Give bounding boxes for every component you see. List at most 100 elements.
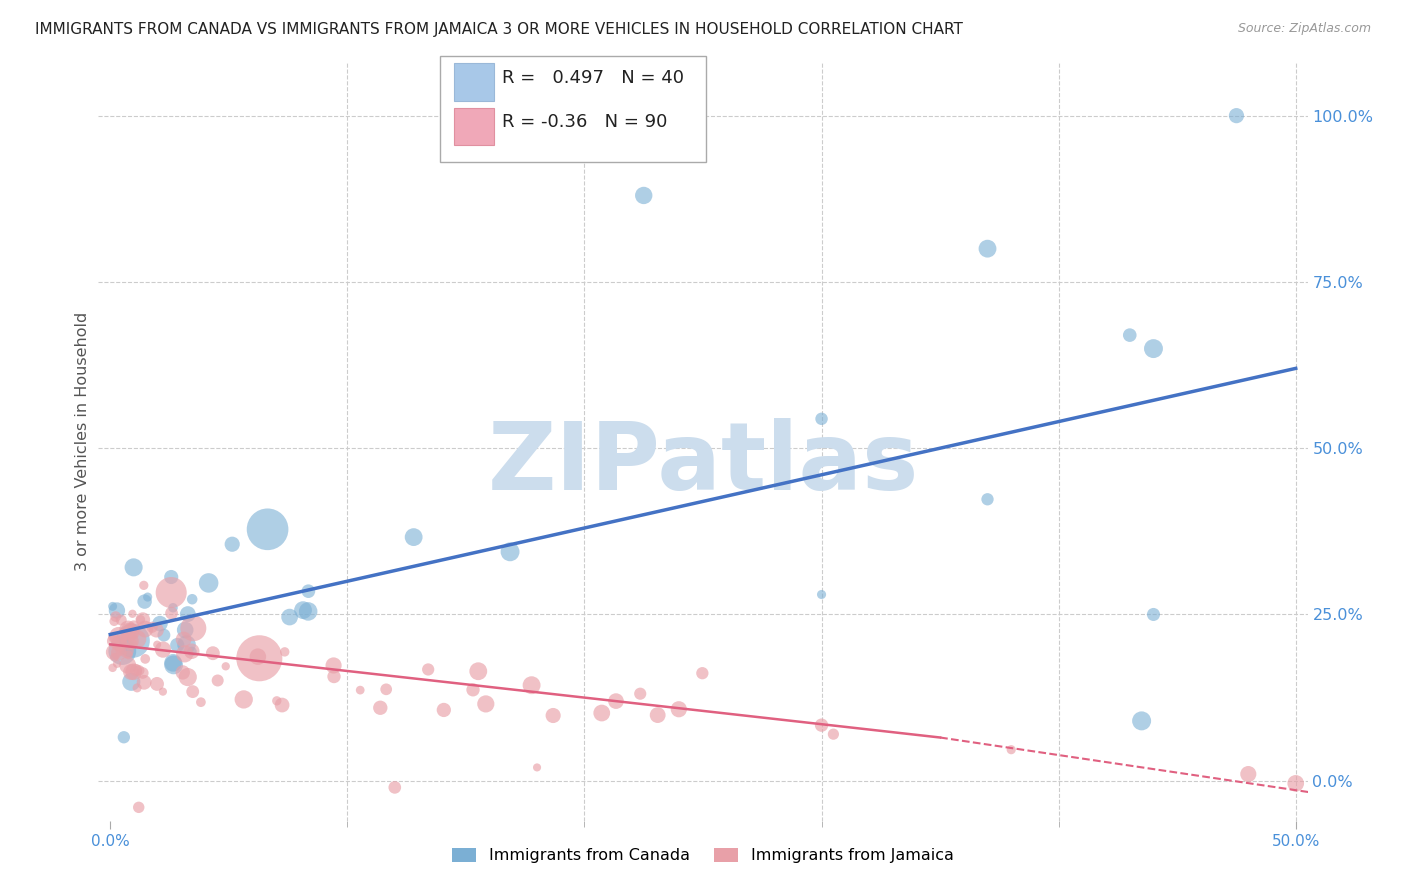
Point xyxy=(103,631,125,645)
Point xyxy=(132,613,155,627)
Point xyxy=(117,622,139,636)
Point xyxy=(174,623,197,637)
Point xyxy=(112,731,135,745)
Point xyxy=(1331,792,1354,806)
Point xyxy=(633,188,655,202)
Point xyxy=(107,629,129,643)
Text: R =   0.497   N = 40: R = 0.497 N = 40 xyxy=(502,69,683,87)
Point xyxy=(108,646,131,660)
Point xyxy=(110,613,132,627)
Point xyxy=(271,698,294,712)
Point xyxy=(166,638,188,652)
Point xyxy=(810,718,832,732)
Point xyxy=(103,614,125,628)
Point xyxy=(976,492,998,507)
Point xyxy=(375,682,398,697)
Point xyxy=(349,683,371,698)
Point xyxy=(160,606,183,620)
Point xyxy=(384,780,406,795)
Point xyxy=(128,664,150,678)
Point xyxy=(591,706,613,720)
Point xyxy=(134,594,156,608)
Point xyxy=(122,665,145,679)
Point xyxy=(105,657,128,671)
Point xyxy=(115,644,138,658)
Text: IMMIGRANTS FROM CANADA VS IMMIGRANTS FROM JAMAICA 3 OR MORE VEHICLES IN HOUSEHOL: IMMIGRANTS FROM CANADA VS IMMIGRANTS FRO… xyxy=(35,22,963,37)
Point xyxy=(162,600,184,615)
Text: R = -0.36   N = 90: R = -0.36 N = 90 xyxy=(502,113,668,131)
Point xyxy=(111,644,134,658)
Point xyxy=(122,560,145,574)
Point xyxy=(128,800,150,814)
Legend: Immigrants from Canada, Immigrants from Jamaica: Immigrants from Canada, Immigrants from … xyxy=(446,841,960,870)
Point xyxy=(1237,767,1260,781)
Y-axis label: 3 or more Vehicles in Household: 3 or more Vehicles in Household xyxy=(75,312,90,571)
Point xyxy=(177,607,200,621)
Point xyxy=(103,645,125,659)
Point xyxy=(173,632,195,647)
Point xyxy=(127,632,149,647)
Point xyxy=(402,530,425,544)
Point xyxy=(1142,342,1164,356)
Point xyxy=(149,616,172,631)
Point xyxy=(145,623,167,637)
Point xyxy=(499,545,522,559)
Point xyxy=(125,663,148,677)
Point xyxy=(121,637,143,651)
Point xyxy=(129,613,152,627)
Point xyxy=(810,587,832,601)
Point xyxy=(108,644,131,658)
Point xyxy=(207,673,229,688)
Point xyxy=(1130,714,1153,728)
Point xyxy=(162,656,184,670)
Point xyxy=(108,636,131,650)
Point xyxy=(177,670,200,684)
Point xyxy=(215,659,238,673)
Point xyxy=(134,622,156,636)
Point xyxy=(976,242,998,256)
Point xyxy=(668,702,690,716)
Point xyxy=(181,684,204,698)
Point xyxy=(103,650,125,665)
Point xyxy=(108,636,131,650)
Point xyxy=(368,700,391,714)
Point xyxy=(180,644,202,658)
Point xyxy=(247,651,270,665)
Point xyxy=(274,645,297,659)
Point xyxy=(520,678,543,692)
Point xyxy=(105,603,128,617)
Point xyxy=(323,669,346,683)
Point xyxy=(101,599,124,614)
Point xyxy=(256,522,278,536)
Point xyxy=(190,695,212,709)
Point xyxy=(132,665,155,680)
Point xyxy=(103,634,125,648)
Point xyxy=(418,663,440,677)
Point xyxy=(266,694,288,708)
Point xyxy=(541,708,564,723)
Point xyxy=(183,621,205,635)
Point xyxy=(1000,742,1022,756)
Point xyxy=(628,687,651,701)
Point xyxy=(823,727,845,741)
Point xyxy=(322,658,344,673)
Point xyxy=(1225,109,1247,123)
Point xyxy=(120,665,142,679)
Point xyxy=(141,620,163,634)
Point xyxy=(162,657,184,672)
Point xyxy=(197,576,219,591)
Point xyxy=(132,578,155,592)
Point xyxy=(153,628,176,642)
Point xyxy=(120,625,142,640)
Point xyxy=(605,694,627,708)
Point xyxy=(160,585,183,599)
Point xyxy=(132,675,155,690)
Point xyxy=(1355,799,1378,814)
Point xyxy=(173,647,195,661)
Point xyxy=(433,703,456,717)
Point xyxy=(692,666,714,681)
Point xyxy=(101,661,124,675)
Point xyxy=(526,760,548,774)
Point xyxy=(201,646,224,660)
Point xyxy=(180,644,202,658)
